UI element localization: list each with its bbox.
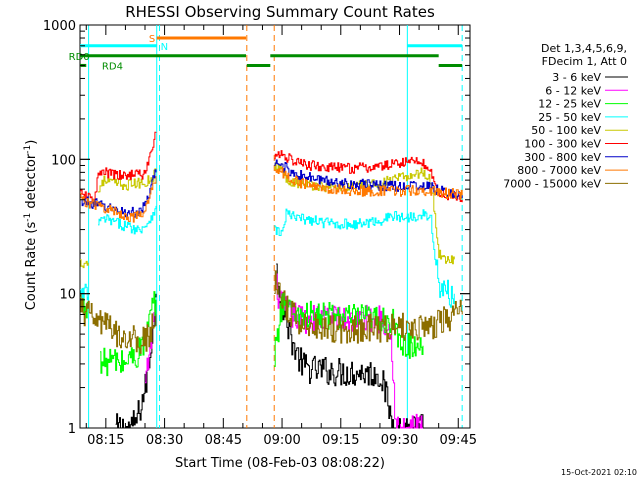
series-trace-3-1 — [98, 205, 157, 235]
series-trace-8-1 — [274, 270, 463, 344]
series-trace-2-2 — [274, 292, 424, 367]
state-bar-label-2: RD0 — [69, 52, 90, 63]
plot-frame — [79, 24, 471, 429]
generation-timestamp: 15-Oct-2021 02:10 — [561, 468, 637, 477]
y-axis-label-tail: detector — [24, 153, 39, 213]
legend-label-2: 12 - 25 keV — [538, 98, 601, 111]
plot-area: SN RD0 RD4 — [69, 24, 471, 429]
y-tick-label-1: 10 — [59, 288, 76, 303]
legend-label-4: 50 - 100 keV — [531, 124, 601, 137]
state-bar-label-1: N — [161, 42, 168, 53]
series-trace-7-0 — [80, 176, 157, 223]
legend-label-1: 6 - 12 keV — [545, 84, 601, 97]
legend-label-7: 800 - 7000 keV — [517, 164, 601, 177]
state-bar-label-3: RD4 — [102, 61, 123, 72]
legend: Det 1,3,4,5,6,9, FDecim 1, Att 0 3 - 6 k… — [503, 42, 628, 190]
x-tick-label-0: 08:15 — [87, 433, 124, 448]
x-tick-label-3: 09:00 — [263, 433, 300, 448]
y-axis-label-sup-2: -1 — [23, 145, 33, 154]
x-tick-label-5: 09:30 — [381, 433, 418, 448]
legend-header-line-1: Det 1,3,4,5,6,9, — [541, 42, 627, 55]
axis-ticks: 1 10 100 1000 08:15 08:30 08:45 09:00 09:15 09:30… — [43, 19, 477, 448]
legend-label-0: 3 - 6 keV — [552, 71, 601, 84]
x-tick-label-4: 09:15 — [322, 433, 359, 448]
y-axis-label: Count Rate (s-1 detector-1) — [23, 140, 39, 311]
series-trace-5-1 — [274, 150, 463, 203]
legend-label-3: 25 - 50 keV — [538, 111, 601, 124]
series-trace-3-2 — [274, 208, 455, 308]
legend-label-6: 300 - 800 keV — [524, 151, 601, 164]
x-axis-label: Start Time (08-Feb-03 08:08:22) — [175, 456, 385, 471]
x-tick-label-6: 09:45 — [440, 433, 477, 448]
series-trace-8-0 — [80, 293, 157, 354]
series-trace-7-1 — [274, 167, 463, 200]
chart-title: RHESSI Observing Summary Count Rates — [125, 3, 435, 21]
y-tick-label-3: 1000 — [43, 19, 76, 34]
y-tick-label-0: 1 — [68, 422, 76, 437]
series-trace-4-0 — [80, 259, 89, 269]
legend-label-8: 7000 - 15000 keV — [503, 177, 601, 190]
x-tick-label-2: 08:45 — [205, 433, 242, 448]
state-bar-label-0: S — [149, 34, 155, 45]
series-trace-4-1 — [98, 168, 157, 193]
y-axis-label-main: Count Rate (s — [24, 222, 39, 311]
y-axis-label-end: ) — [24, 140, 39, 145]
legend-label-5: 100 - 300 keV — [524, 138, 601, 151]
y-tick-label-2: 100 — [51, 153, 76, 168]
series-trace-0-0 — [115, 293, 157, 429]
y-axis-label-sup: -1 — [23, 213, 33, 222]
legend-header-line-2: FDecim 1, Att 0 — [542, 55, 627, 68]
series-trace-5-0 — [80, 131, 157, 205]
x-tick-label-1: 08:30 — [146, 433, 183, 448]
